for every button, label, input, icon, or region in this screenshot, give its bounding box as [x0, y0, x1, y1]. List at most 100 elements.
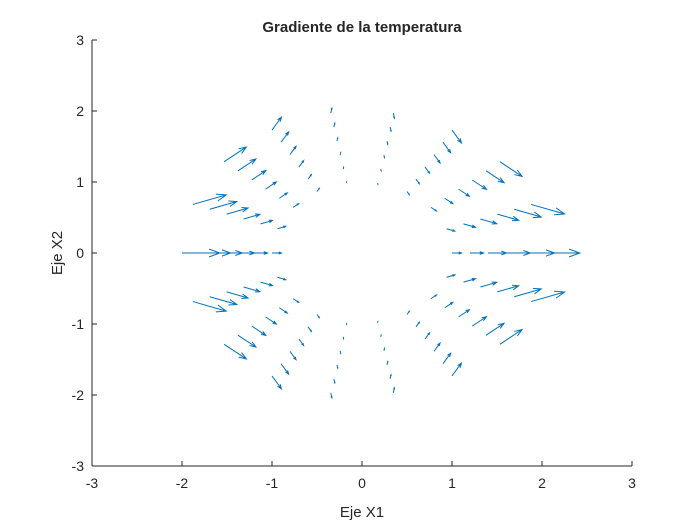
- quiver-arrow: [463, 224, 475, 228]
- quiver-arrow: [337, 365, 338, 368]
- quiver-arrow: [331, 108, 332, 113]
- quiver-arrow: [224, 147, 246, 162]
- quiver-arrow: [463, 278, 475, 282]
- quiver-arrow: [281, 132, 289, 142]
- x-axis-label: Eje X1: [340, 504, 384, 521]
- quiver-arrow: [416, 322, 419, 327]
- quiver-arrow: [459, 189, 470, 196]
- quiver-arrow: [452, 130, 461, 143]
- quiver-arrow: [407, 311, 409, 314]
- quiver-arrow: [317, 314, 319, 317]
- quiver-arrow: [279, 308, 287, 313]
- quiver-arrow: [472, 180, 486, 189]
- x-tick-label: 2: [538, 475, 546, 491]
- quiver-arrow: [393, 388, 394, 393]
- quiver-arrow: [210, 297, 237, 305]
- quiver-arrow: [290, 146, 296, 154]
- x-tick-label: 3: [628, 475, 636, 491]
- quiver-arrow: [293, 204, 299, 208]
- quiver-arrow: [317, 188, 319, 191]
- quiver-arrow: [434, 155, 440, 163]
- quiver-arrow: [393, 113, 394, 118]
- quiver-arrow: [252, 171, 266, 180]
- quiver-arrow: [182, 249, 220, 257]
- quiver-arrow: [488, 251, 507, 255]
- quiver-arrow: [387, 362, 388, 365]
- quiver-arrow: [447, 275, 455, 278]
- quiver-arrow: [431, 207, 437, 211]
- quiver-arrows: [182, 108, 580, 398]
- quiver-arrow: [265, 317, 276, 324]
- chart-title: Gradiente de la temperatura: [262, 19, 462, 36]
- quiver-arrow: [447, 229, 455, 232]
- quiver-arrow: [272, 117, 281, 130]
- quiver-arrow: [390, 127, 391, 131]
- quiver-arrow: [425, 333, 430, 339]
- quiver-arrow: [480, 282, 496, 287]
- quiver-arrow: [334, 379, 335, 383]
- quiver-arrow: [308, 175, 311, 180]
- quiver-arrow: [452, 363, 461, 376]
- quiver-arrow: [443, 142, 451, 152]
- x-tick-label: 0: [358, 475, 366, 491]
- quiver-arrow: [445, 198, 453, 203]
- quiver-arrow: [272, 252, 281, 254]
- y-tick-label: 3: [76, 32, 84, 48]
- y-tick-label: -3: [72, 458, 85, 474]
- quiver-arrow: [331, 393, 332, 398]
- y-tick-label: 1: [76, 174, 84, 190]
- quiver-arrow: [337, 138, 338, 141]
- quiver-arrow: [384, 348, 385, 351]
- quiver-arrow: [500, 162, 522, 177]
- quiver-arrow: [459, 310, 470, 317]
- quiver-arrow: [431, 295, 437, 299]
- quiver-arrow: [299, 161, 304, 167]
- quiver-arrow: [390, 375, 391, 379]
- quiver-arrow: [193, 194, 226, 204]
- quiver-arrow: [486, 171, 504, 183]
- quiver-arrow: [340, 153, 341, 156]
- quiver-arrow: [384, 155, 385, 158]
- quiver-arrow: [252, 326, 266, 335]
- x-tick-label: 1: [448, 475, 456, 491]
- y-axis-label: Eje X2: [49, 231, 66, 275]
- quiver-arrow: [265, 182, 276, 189]
- quiver-arrow: [227, 208, 248, 215]
- quiver-arrow: [486, 323, 504, 335]
- x-tick-label: -1: [266, 475, 279, 491]
- y-tick-label: -2: [72, 387, 85, 403]
- quiver-arrow: [308, 327, 311, 332]
- quiver-arrow: [416, 179, 419, 184]
- quiver-arrow: [514, 209, 541, 217]
- quiver-arrow: [514, 288, 541, 296]
- quiver-arrow: [238, 159, 256, 171]
- y-tick-label: -1: [72, 316, 85, 332]
- quiver-arrow: [272, 376, 281, 389]
- quiver-arrow: [281, 364, 289, 374]
- quiver-arrow: [497, 285, 518, 292]
- quiver-arrow: [277, 277, 285, 280]
- quiver-arrow: [210, 201, 237, 209]
- quiver-arrow: [470, 252, 484, 255]
- quiver-arrow: [407, 192, 409, 195]
- quiver-arrow: [261, 220, 273, 224]
- quiver-arrow: [227, 292, 248, 299]
- quiver-arrow: [277, 226, 285, 229]
- quiver-arrow: [224, 344, 246, 359]
- quiver-arrow: [193, 302, 226, 312]
- quiver-arrow: [293, 299, 299, 303]
- quiver-arrow: [244, 214, 260, 219]
- quiver-arrow: [452, 252, 461, 254]
- quiver-arrow: [254, 252, 268, 255]
- quiver-arrow: [279, 193, 287, 198]
- quiver-arrow: [261, 282, 273, 286]
- quiver-arrow: [238, 335, 256, 347]
- quiver-arrow: [443, 353, 451, 363]
- quiver-arrow: [497, 214, 518, 221]
- quiver-arrow: [480, 219, 496, 224]
- x-tick-label: -2: [176, 475, 189, 491]
- quiver-arrow: [340, 351, 341, 354]
- quiver-arrow: [434, 343, 440, 351]
